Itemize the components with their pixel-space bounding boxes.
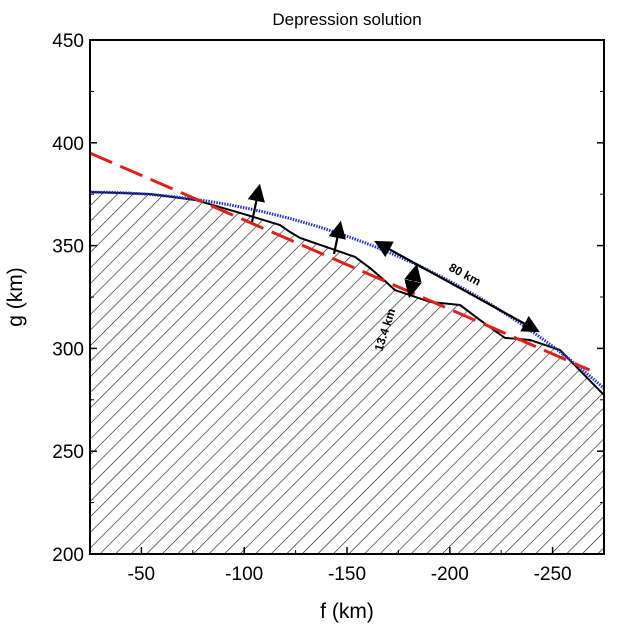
x-tick-label: -50: [128, 564, 155, 585]
distance-arrow-80km: [374, 240, 540, 333]
chart-title: Depression solution: [272, 10, 421, 29]
linear-fit-line: [89, 151, 591, 372]
normal-arrow-2: [328, 220, 346, 255]
y-tick-label: 300: [52, 339, 84, 360]
y-tick-label: 200: [52, 545, 84, 566]
y-axis-label: g (km): [4, 267, 27, 327]
plot-area: 200 250 300 350 400 450 -50 -100 -150 -200 -250: [52, 31, 605, 585]
x-tick-label: -100: [225, 564, 263, 585]
x-tick-label: -250: [534, 564, 572, 585]
y-tick-label: 350: [52, 237, 84, 258]
x-axis-label: f (km): [320, 600, 374, 623]
x-tick-label: -150: [328, 564, 366, 585]
normal-arrow-1: [247, 183, 265, 223]
y-tick-label: 450: [52, 31, 84, 52]
y-tick-label: 400: [52, 134, 84, 155]
distance-arrow-13-4km: [404, 263, 422, 299]
y-tick-label: 250: [52, 442, 84, 463]
hatched-region: [90, 191, 604, 554]
x-tick-label: -200: [431, 564, 469, 585]
